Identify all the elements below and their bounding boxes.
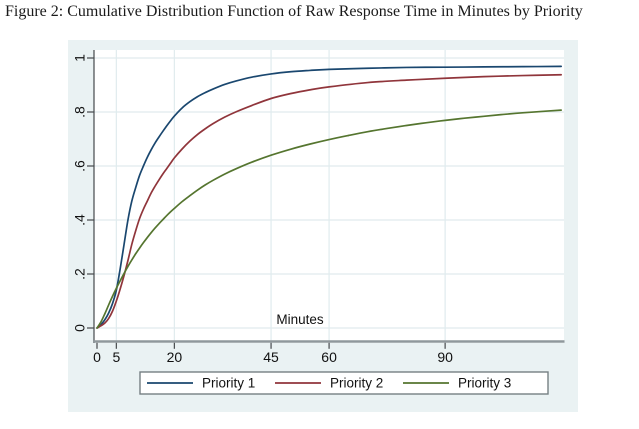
y-tick-label: 0: [72, 324, 88, 332]
x-axis-title: Minutes: [276, 312, 324, 327]
x-tick-label: 0: [93, 349, 101, 365]
cdf-chart: 0.2.4.6.8 1 0 5 20 45 60 90 Minutes Priority 1 Pri…: [68, 40, 578, 412]
y-tick-label: .6: [72, 160, 88, 172]
x-tick-label: 90: [437, 349, 453, 365]
figure-caption: Figure 2: Cumulative Distribution Functi…: [5, 3, 583, 20]
legend-label: Priority 1: [202, 376, 255, 391]
legend-label: Priority 3: [458, 376, 511, 391]
legend-box: [139, 371, 549, 395]
legend-entry-priority-2: Priority 2: [275, 376, 383, 391]
y-tick-label: 1: [72, 54, 88, 62]
legend-label: Priority 2: [330, 376, 383, 391]
cdf-curve-priority-2: [96, 73, 563, 329]
y-tick-label: .8: [72, 106, 88, 118]
x-tick-label: 45: [263, 349, 279, 365]
legend-entry-priority-1: Priority 1: [147, 376, 255, 391]
cdf-curve-priority-3: [96, 109, 563, 329]
x-tick-label: 5: [112, 349, 120, 365]
y-tick-label: .4: [72, 214, 88, 226]
x-tick-label: 60: [321, 349, 337, 365]
cdf-curve-priority-1: [96, 65, 563, 329]
y-tick-label: .2: [72, 268, 88, 280]
x-tick-label: 20: [167, 349, 183, 365]
legend-entry-priority-3: Priority 3: [403, 376, 511, 391]
